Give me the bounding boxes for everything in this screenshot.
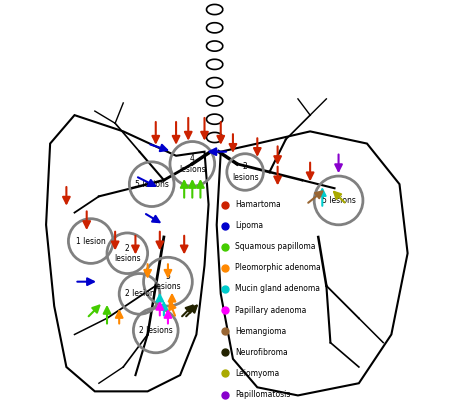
Text: 5
lesions: 5 lesions xyxy=(155,272,181,291)
Text: 2
lesions: 2 lesions xyxy=(232,162,258,182)
Text: 2 lesion: 2 lesion xyxy=(125,290,155,299)
Text: 5 lesions: 5 lesions xyxy=(322,196,356,205)
Text: Papillomatosis: Papillomatosis xyxy=(235,390,291,399)
Text: 2 lesions: 2 lesions xyxy=(139,326,173,335)
Text: 4
lesions: 4 lesions xyxy=(179,154,206,173)
Text: 1 lesion: 1 lesion xyxy=(76,236,106,245)
Text: Hamartoma: Hamartoma xyxy=(235,200,281,209)
Text: 5 lesions: 5 lesions xyxy=(135,180,169,189)
Text: 2
lesions: 2 lesions xyxy=(114,243,141,263)
Text: Papillary adenoma: Papillary adenoma xyxy=(235,306,306,315)
Text: Leiomyoma: Leiomyoma xyxy=(235,369,279,378)
Text: Lipoma: Lipoma xyxy=(235,221,263,230)
Text: Mucin gland adenoma: Mucin gland adenoma xyxy=(235,285,320,294)
Text: Hemangioma: Hemangioma xyxy=(235,327,286,336)
Text: Neurofibroma: Neurofibroma xyxy=(235,348,288,357)
Text: Squamous papilloma: Squamous papilloma xyxy=(235,242,316,251)
Text: Pleomorphic adenoma: Pleomorphic adenoma xyxy=(235,263,321,272)
